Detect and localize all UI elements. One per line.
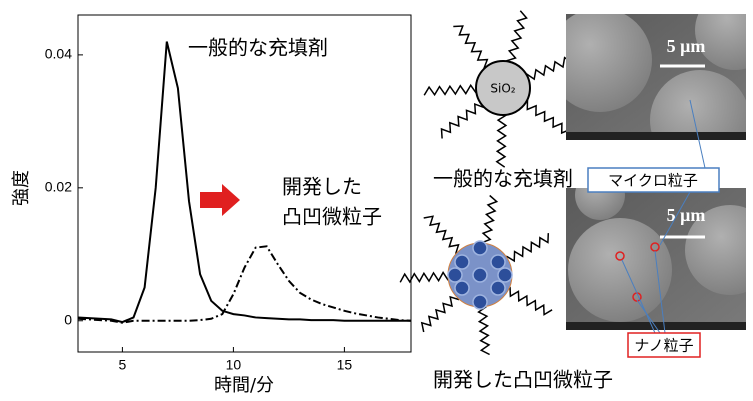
chain — [442, 104, 484, 138]
chain — [424, 216, 459, 254]
chain — [422, 297, 459, 332]
x-tick-label: 15 — [337, 357, 353, 373]
sem-image — [566, 170, 753, 330]
annotation: 凸凹微粒子 — [282, 205, 382, 229]
core-label: SiO₂ — [490, 82, 515, 96]
sem-image — [548, 0, 753, 170]
chain — [506, 11, 526, 61]
chain — [453, 26, 487, 69]
nanoparticle — [455, 281, 469, 295]
nanoparticle — [491, 281, 505, 295]
x-axis-label: 時間/分 — [214, 375, 274, 396]
chain — [482, 196, 497, 243]
arrow — [200, 184, 240, 216]
label: マイクロ粒子 — [608, 172, 698, 190]
nanoparticle — [491, 255, 505, 269]
nanoparticle — [498, 268, 512, 282]
nanoparticle — [448, 268, 462, 282]
y-axis-label: 強度 — [11, 170, 32, 206]
chain — [497, 115, 506, 167]
x-tick-label: 10 — [226, 357, 242, 373]
figure: 一般的な充填剤 開発した 凸凹微粒子 時間/分 強度 SiO₂ 一般的な充填剤 … — [0, 0, 753, 401]
data-line — [78, 246, 411, 322]
nanoparticle — [473, 295, 487, 309]
y-tick-label: 0 — [64, 311, 72, 327]
nanoparticle — [455, 255, 469, 269]
chain — [424, 85, 476, 95]
y-tick-label: 0.02 — [45, 179, 72, 195]
caption: 開発した凸凹微粒子 — [433, 368, 613, 392]
chain — [400, 273, 448, 283]
nanoparticle — [473, 241, 487, 255]
chain — [527, 100, 570, 133]
chain — [510, 287, 552, 315]
x-tick-label: 5 — [119, 357, 127, 373]
chain — [506, 233, 548, 261]
nanoparticle — [473, 268, 487, 282]
diagram: SiO₂ 一般的な充填剤 開発した凸凹微粒子 5 μm 5 μm — [400, 0, 753, 392]
label: ナノ粒子 — [634, 337, 693, 355]
caption: 一般的な充填剤 — [433, 167, 573, 191]
scale-label: 5 μm — [667, 36, 706, 56]
annotation: 開発した — [282, 175, 362, 199]
annotation: 一般的な充填剤 — [188, 36, 328, 60]
y-tick-label: 0.04 — [45, 46, 72, 62]
chain — [479, 307, 490, 355]
